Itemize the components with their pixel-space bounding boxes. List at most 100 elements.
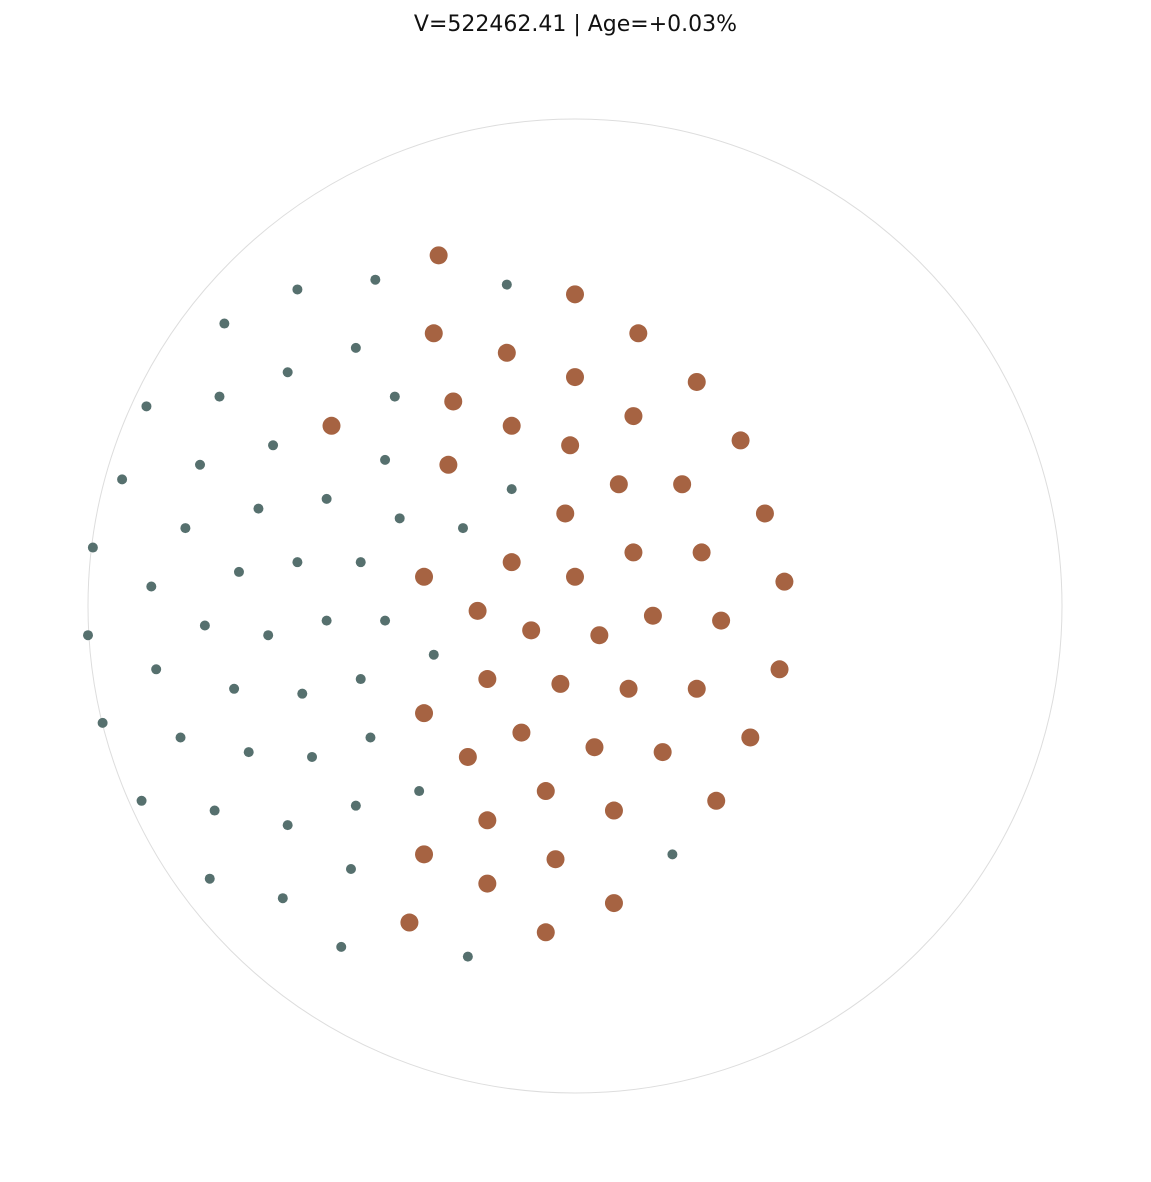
large-point-2 <box>629 324 648 343</box>
large-point-29 <box>770 660 789 679</box>
large-point-47 <box>604 894 623 913</box>
small-point-22 <box>233 566 244 577</box>
large-point-5 <box>566 368 584 387</box>
large-point-0 <box>429 246 448 265</box>
small-point-39 <box>136 795 147 806</box>
large-point-30 <box>478 670 497 689</box>
small-point-6 <box>214 391 225 402</box>
small-point-18 <box>180 523 191 534</box>
large-point-37 <box>458 747 477 766</box>
small-point-33 <box>297 688 308 699</box>
large-point-6 <box>687 372 706 391</box>
large-point-23 <box>775 572 794 591</box>
large-point-8 <box>322 416 341 435</box>
small-point-25 <box>263 630 274 641</box>
small-point-12 <box>117 474 128 485</box>
small-point-16 <box>394 513 405 524</box>
large-point-41 <box>604 801 623 820</box>
large-point-1 <box>566 285 584 304</box>
small-point-24 <box>199 620 210 631</box>
small-point-30 <box>151 664 162 675</box>
large-point-18 <box>624 543 643 562</box>
large-point-43 <box>707 791 726 810</box>
small-point-37 <box>243 747 254 758</box>
large-point-20 <box>502 553 521 572</box>
points-layer <box>83 246 794 962</box>
large-point-27 <box>643 606 662 625</box>
small-point-14 <box>321 493 332 504</box>
large-point-3 <box>424 324 443 343</box>
small-point-4 <box>350 342 361 353</box>
small-point-41 <box>209 805 220 816</box>
large-point-26 <box>590 626 609 645</box>
small-point-23 <box>146 581 157 592</box>
small-point-31 <box>355 674 366 685</box>
large-point-9 <box>502 416 521 435</box>
small-point-27 <box>380 615 391 626</box>
small-point-36 <box>365 732 376 743</box>
small-point-1 <box>370 274 381 285</box>
large-point-28 <box>712 611 731 630</box>
large-point-7 <box>444 392 463 411</box>
small-point-21 <box>355 557 366 568</box>
small-point-44 <box>667 849 678 860</box>
small-point-40 <box>414 786 425 797</box>
large-point-35 <box>512 723 531 742</box>
small-point-5 <box>282 367 293 378</box>
small-point-34 <box>97 717 108 728</box>
large-point-49 <box>536 923 555 942</box>
small-point-47 <box>277 893 288 904</box>
large-point-46 <box>478 874 497 893</box>
small-point-20 <box>292 557 303 568</box>
large-point-21 <box>566 567 584 586</box>
large-point-36 <box>585 738 604 757</box>
small-point-43 <box>282 820 293 831</box>
large-point-33 <box>687 679 706 698</box>
small-point-45 <box>345 863 356 874</box>
large-point-38 <box>653 743 672 762</box>
large-point-19 <box>692 543 711 562</box>
large-point-40 <box>536 782 555 801</box>
small-point-8 <box>141 401 152 412</box>
small-point-13 <box>506 484 517 495</box>
large-point-14 <box>609 475 628 494</box>
large-point-13 <box>439 455 458 474</box>
large-point-16 <box>556 504 575 523</box>
small-point-19 <box>87 542 98 553</box>
large-point-22 <box>415 567 434 586</box>
small-point-3 <box>219 318 230 329</box>
small-point-7 <box>389 391 400 402</box>
small-point-26 <box>321 615 332 626</box>
large-point-24 <box>468 601 487 620</box>
small-point-49 <box>462 951 473 962</box>
small-point-15 <box>253 503 264 514</box>
large-point-44 <box>415 845 434 864</box>
small-point-32 <box>229 683 240 694</box>
small-point-17 <box>457 523 468 534</box>
boundary-circle <box>87 118 1063 1094</box>
small-point-38 <box>307 751 318 762</box>
large-point-34 <box>415 704 434 723</box>
large-point-32 <box>619 679 638 698</box>
small-point-11 <box>380 454 391 465</box>
small-point-2 <box>501 279 512 290</box>
large-point-45 <box>546 850 565 869</box>
small-point-29 <box>428 649 439 660</box>
large-point-12 <box>731 431 750 450</box>
large-point-10 <box>624 407 643 426</box>
small-point-46 <box>204 873 215 884</box>
large-point-4 <box>497 343 516 362</box>
large-point-25 <box>522 621 541 640</box>
small-point-48 <box>336 941 347 952</box>
small-point-9 <box>268 440 279 451</box>
chart-title: V=522462.41 | Age=+0.03% <box>413 12 738 37</box>
large-point-48 <box>400 913 419 932</box>
small-point-35 <box>175 732 186 743</box>
large-point-42 <box>478 811 497 830</box>
large-point-15 <box>673 475 692 494</box>
small-point-28 <box>83 630 93 641</box>
small-point-10 <box>195 459 206 470</box>
large-point-39 <box>741 728 760 747</box>
small-point-0 <box>292 284 303 295</box>
